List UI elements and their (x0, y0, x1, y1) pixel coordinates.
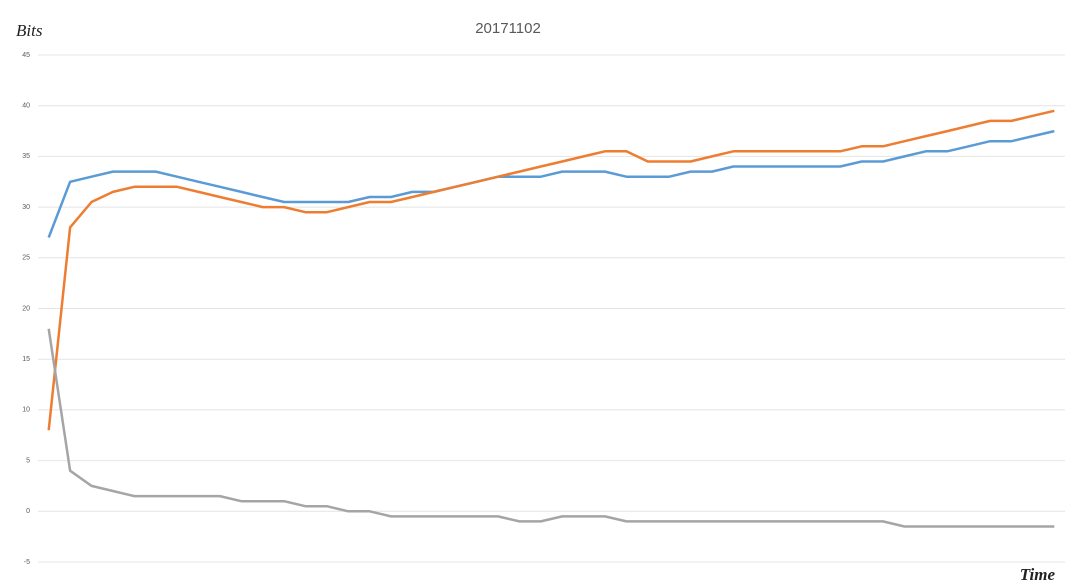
y-tick-label: 15 (22, 356, 30, 363)
series-line (47, 328, 1055, 528)
y-tick-label: 10 (22, 407, 30, 414)
series-line (47, 129, 1055, 238)
y-tick-label: 45 (22, 52, 30, 59)
y-tick-label: -5 (24, 559, 30, 566)
y-tick-label: 20 (22, 305, 30, 312)
y-tick-label: 30 (22, 204, 30, 211)
y-tick-label: 40 (22, 103, 30, 110)
chart-title: 20171102 (475, 20, 541, 37)
series-line (47, 109, 1055, 431)
y-axis-label: Bits (16, 21, 43, 40)
y-tick-label: 0 (26, 508, 30, 515)
y-tick-label: 35 (22, 153, 30, 160)
y-tick-label: 5 (26, 457, 30, 464)
x-axis-label: Time (1020, 565, 1056, 584)
y-tick-label: 25 (22, 255, 30, 262)
